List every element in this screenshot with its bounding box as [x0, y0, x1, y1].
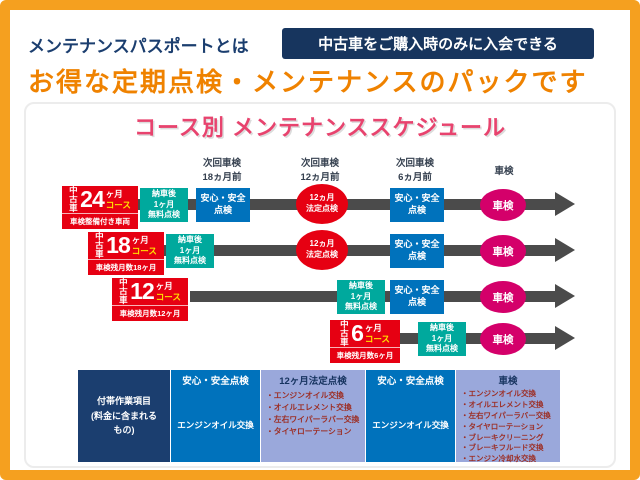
included-work-item: ・オイルエレメント交換: [461, 399, 544, 409]
included-work-item: ・左右ワイパーラバー交換: [266, 415, 360, 425]
included-work-item: ・エンジンオイル交換: [266, 391, 344, 400]
timeline-row4-arrowhead: [555, 326, 575, 350]
course-months: 18: [106, 232, 131, 258]
safety-check-badge-row3: 安心・安全 点検: [390, 280, 444, 314]
course-box-12-months: 中古車 12 ヶ月 コース 車検残月数12ヶ月: [112, 278, 188, 321]
shaken-badge-row2: 車検: [480, 235, 526, 267]
included-work-item: エンジンオイル交換: [177, 419, 254, 430]
included-work-item: ・エンジン冷却水交換: [461, 454, 536, 464]
included-work-item: ・タイヤローテーション: [266, 427, 352, 437]
delivery-check-badge-row1: 納車後 1ヶ月 無料点検: [140, 188, 188, 222]
included-work-item-list: ・エンジンオイル交換 ・オイルエレメント交換 ・左右ワイパーラバー交換 ・タイヤ…: [261, 387, 365, 438]
included-work-col-header: 12ヶ月法定点検: [279, 376, 347, 387]
course-unit-col: ヶ月 コース: [365, 323, 390, 343]
included-work-col-shaken: 車検 ・エンジンオイル交換 ・オイルエレメント交換 ・左右ワイパーラバー交換 ・…: [455, 370, 560, 465]
delivery-check-badge-row4: 納車後 1ヶ月 無料点検: [418, 322, 466, 356]
included-work-item: ・エンジンオイル交換: [461, 389, 536, 398]
timeline-row2-arrow: [162, 245, 555, 256]
course-note: 車検整備付き車両: [62, 213, 138, 229]
included-work-item: ・オイルエレメント交換: [266, 403, 352, 413]
course-main: 中古車 12 ヶ月 コース: [112, 278, 188, 305]
delivery-check-badge-row3: 納車後 1ヶ月 無料点検: [337, 280, 385, 314]
column-header-line1: 次回車検: [202, 158, 241, 169]
course-box-6-months: 中古車 6 ヶ月 コース 車検残月数6ヶ月: [330, 320, 400, 363]
course-suffix: コース: [364, 333, 390, 344]
course-unit: ヶ月: [131, 235, 149, 246]
course-unit: ヶ月: [105, 189, 123, 200]
page-title: メンテナンスパスポートとは: [28, 37, 249, 56]
shaken-badge-row4: 車検: [480, 323, 526, 355]
safety-check-badge-row1-b: 安心・安全 点検: [390, 188, 444, 222]
course-unit-col: ヶ月 コース: [156, 281, 181, 301]
course-unit: ヶ月: [364, 323, 382, 334]
legal-inspection-badge-row2: 12ヵ月 法定点検: [296, 230, 348, 270]
timeline-row1-arrowhead: [555, 192, 575, 216]
course-months: 24: [80, 186, 105, 212]
included-work-col-safety-2: 安心・安全点検 エンジンオイル交換: [365, 370, 455, 462]
course-tag: 中古車: [340, 319, 349, 347]
course-main: 中古車 24 ヶ月 コース: [62, 186, 138, 213]
legal-inspection-badge-row1: 12ヵ月 法定点検: [296, 184, 348, 224]
timeline-row3-arrowhead: [555, 284, 575, 308]
column-header-line2: 6ヵ月前: [398, 171, 432, 183]
column-header-line2: 18ヵ月前: [202, 171, 242, 183]
included-work-item: ・左右ワイパーラバー交換: [461, 410, 551, 420]
course-months: 6: [351, 320, 364, 346]
timeline-row4-arrow: [398, 333, 555, 344]
course-note: 車検残月数6ヶ月: [330, 347, 400, 363]
column-header-18m: 次回車検 18ヵ月前: [192, 157, 252, 185]
course-main: 中古車 6 ヶ月 コース: [330, 320, 400, 347]
column-header-6m: 次回車検 6ヵ月前: [385, 157, 445, 185]
shaken-badge-row3: 車検: [480, 281, 526, 313]
safety-check-badge-row1-a: 安心・安全 点検: [196, 188, 250, 222]
column-header-line1: 車検: [494, 166, 514, 177]
column-header-12m: 次回車検 12ヵ月前: [290, 157, 350, 185]
included-work-item: ・タイヤローテーション: [461, 421, 544, 431]
column-header-shaken: 車検: [474, 165, 534, 179]
course-box-24-months: 中古車 24 ヶ月 コース 車検整備付き車両: [62, 186, 138, 229]
course-unit-col: ヶ月 コース: [106, 189, 131, 209]
delivery-check-badge-row2: 納車後 1ヶ月 無料点検: [166, 234, 214, 268]
column-header-line2: 12ヵ月前: [300, 171, 340, 183]
timeline-row2-arrowhead: [555, 238, 575, 262]
column-header-line1: 次回車検: [300, 158, 339, 169]
included-work-col-legal12: 12ヶ月法定点検 ・エンジンオイル交換 ・オイルエレメント交換 ・左右ワイパーラ…: [260, 370, 365, 462]
included-work-col-safety-1: 安心・安全点検 エンジンオイル交換: [170, 370, 260, 462]
included-work-item: エンジンオイル交換: [372, 419, 449, 430]
included-work-col-header: 車検: [498, 376, 518, 387]
course-tag: 中古車: [69, 185, 78, 213]
included-work-item: ・ブレーキクリーニング: [461, 432, 544, 442]
course-unit: ヶ月: [155, 281, 173, 292]
membership-condition-banner: 中古車をご購入時のみに入会できる: [282, 28, 594, 59]
included-work-row-label: 付帯作業項目 (料金に含まれる もの): [78, 370, 170, 462]
included-work-col-header: 安心・安全点検: [182, 376, 249, 387]
subtitle-orange: お得な定期点検・メンテナンスのパックです: [28, 67, 588, 97]
column-header-line1: 次回車検: [395, 158, 434, 169]
shaken-badge-row1: 車検: [480, 189, 526, 221]
included-work-item-list: ・エンジンオイル交換 ・オイルエレメント交換 ・左右ワイパーラバー交換 ・タイヤ…: [456, 387, 560, 465]
course-tag: 中古車: [119, 277, 128, 305]
schedule-title: コース別 メンテナンススケジュール: [133, 115, 507, 140]
course-main: 中古車 18 ヶ月 コース: [88, 232, 164, 259]
course-box-18-months: 中古車 18 ヶ月 コース 車検残月数18ヶ月: [88, 232, 164, 275]
included-work-col-header: 安心・安全点検: [377, 376, 444, 387]
course-suffix: コース: [105, 199, 131, 210]
course-note: 車検残月数18ヶ月: [88, 259, 164, 275]
course-tag: 中古車: [95, 231, 104, 259]
schedule-panel-border: [24, 102, 616, 468]
course-suffix: コース: [155, 291, 181, 302]
course-unit-col: ヶ月 コース: [132, 235, 157, 255]
course-note: 車検残月数12ヶ月: [112, 305, 188, 321]
course-suffix: コース: [131, 245, 157, 256]
course-months: 12: [130, 278, 155, 304]
included-work-item: ・ブレーキフルード交換: [461, 443, 544, 453]
safety-check-badge-row2: 安心・安全 点検: [390, 234, 444, 268]
